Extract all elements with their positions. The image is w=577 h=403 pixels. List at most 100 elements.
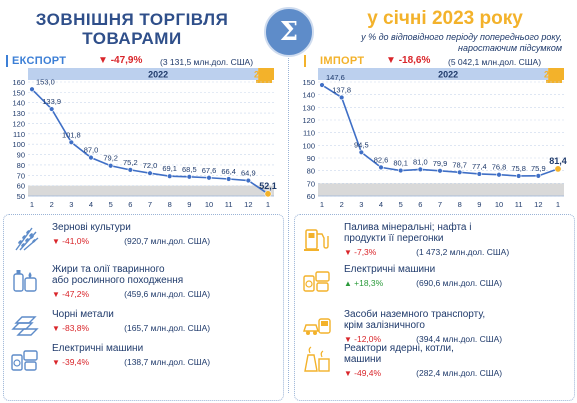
data-point (186, 174, 193, 180)
data-label: 81,0 (413, 157, 428, 166)
y-tick-label: 70 (307, 179, 315, 188)
year-marker-2023 (256, 80, 272, 83)
x-tick-label: 1 (320, 200, 324, 209)
down-arrow-icon: ▼ (52, 237, 63, 246)
data-point (535, 173, 542, 179)
export-item-title-line-1: Зернові культури (52, 222, 131, 233)
down-arrow-icon: ▼ (344, 248, 355, 257)
period-note: у % до відповідного періоду попереднього… (322, 32, 562, 54)
appliances-icon (11, 350, 38, 371)
export-item-change: -47,2% (62, 289, 90, 299)
x-tick-label: 6 (418, 200, 422, 209)
export-item-change: -41,0% (62, 236, 90, 246)
export-item-icon-wrap (10, 224, 40, 257)
import-item-icon-wrap (302, 345, 332, 378)
data-label: 137,8 (332, 85, 351, 94)
y-tick-label: 100 (12, 140, 25, 149)
metal-bars-icon (11, 316, 39, 336)
x-tick-label: 4 (379, 200, 383, 209)
x-tick-label: 4 (89, 200, 93, 209)
import-item-title-line-2: продукти її перегонки (344, 233, 444, 244)
export-item-title-line-2: або рослинного походження (52, 275, 184, 286)
data-point (456, 169, 463, 176)
import-item-change: -49,4% (354, 368, 382, 378)
data-label: 101,8 (62, 130, 81, 139)
oil-bottle-icon (13, 270, 37, 292)
y-tick-label: 100 (302, 141, 315, 150)
y-tick-label: 130 (302, 103, 315, 112)
import-label: ІМПОРТ (320, 55, 365, 67)
export-item-icon-wrap (10, 311, 40, 344)
data-point (107, 163, 114, 169)
export-item-title-line-1: Чорні метали (52, 309, 114, 320)
period-title: у січні 2023 року (367, 8, 523, 29)
export-label: ЕКСПОРТ (12, 55, 67, 67)
y-tick-label: 80 (307, 167, 315, 176)
import-change: ▼ -18,6% (386, 55, 431, 66)
y-tick-label: 150 (12, 88, 25, 97)
export-item-change: -39,4% (62, 357, 90, 367)
data-label: 153,0 (36, 77, 55, 86)
export-item-title-line-1: Жири та олії тваринного (52, 264, 165, 275)
page-title: ЗОВНІШНЯ ТОРГІВЛЯ ТОВАРАМИ (18, 10, 246, 48)
import-accent (304, 55, 306, 67)
data-point (515, 173, 522, 179)
data-label: 66,4 (221, 167, 236, 176)
x-tick-label: 3 (69, 200, 73, 209)
import-item-stats: ▼ -49,4% (282,4 млн.дол. США) (344, 368, 569, 378)
down-arrow-icon: ▼ (344, 335, 355, 344)
series-line (31, 88, 269, 195)
year-band-2022 (28, 68, 259, 80)
x-tick-label: 7 (438, 200, 442, 209)
export-item-value: (459,6 млн.дол. США) (124, 289, 211, 299)
import-total: (5 042,1 млн.дол. США) (448, 57, 542, 67)
appliances-icon (303, 271, 330, 292)
data-label: 79,2 (103, 154, 118, 163)
y-tick-label: 150 (302, 78, 315, 87)
data-label: 52,1 (259, 181, 277, 191)
export-items-frame (3, 214, 284, 401)
y-tick-label: 120 (12, 119, 25, 128)
export-panel: ЕКСПОРТ ▼ -47,9% (3 131,5 млн.дол. США) (6, 55, 284, 253)
import-item-title-line-1: Палива мінеральні; нафта і (344, 222, 472, 233)
year-marker-2023 (546, 80, 562, 83)
y-tick-label: 160 (12, 78, 25, 87)
data-label: 76,8 (492, 163, 507, 172)
export-item-value: (920,7 млн.дол. США) (124, 236, 211, 246)
data-label: 82,6 (374, 155, 389, 164)
data-label: 64,9 (241, 169, 256, 178)
data-label: 72,0 (143, 161, 158, 170)
y-tick-label: 60 (17, 182, 25, 191)
x-tick-label: 9 (477, 200, 481, 209)
period-note-line-2: наростаючим підсумком (458, 43, 562, 53)
data-point (319, 82, 325, 88)
import-items-frame (294, 214, 575, 401)
x-tick-label: 11 (225, 200, 233, 209)
data-point (496, 172, 502, 178)
data-point (245, 177, 252, 184)
x-tick-label: 1 (30, 200, 34, 209)
x-tick-label: 12 (534, 200, 542, 209)
import-item-change: -12,0% (354, 334, 382, 344)
data-label: 75,8 (511, 164, 526, 173)
export-item-stats: ▼ -41,0% (920,7 млн.дол. США) (52, 236, 277, 246)
data-point (476, 171, 483, 177)
import-item-title: Засоби наземного транспорту, крім залізни… (344, 309, 569, 331)
export-change: ▼ -47,9% (98, 55, 143, 66)
x-tick-label: 11 (515, 200, 523, 209)
data-point (29, 86, 35, 92)
data-label: 75,2 (123, 158, 138, 167)
x-tick-label: 8 (458, 200, 462, 209)
import-item-value: (282,4 млн.дол. США) (416, 368, 503, 378)
export-item-value: (165,7 млн.дол. США) (124, 323, 211, 333)
wheat-icon (15, 227, 39, 251)
down-arrow-icon: ▼ (52, 290, 63, 299)
data-point (127, 167, 134, 173)
export-item-change: -83,8% (62, 323, 90, 333)
data-label: 80,1 (393, 159, 408, 168)
import-item-title-line-2: крім залізничного (344, 320, 425, 331)
data-point (378, 164, 384, 171)
x-tick-label: 3 (359, 200, 363, 209)
export-item-title: Чорні метали (52, 309, 277, 320)
